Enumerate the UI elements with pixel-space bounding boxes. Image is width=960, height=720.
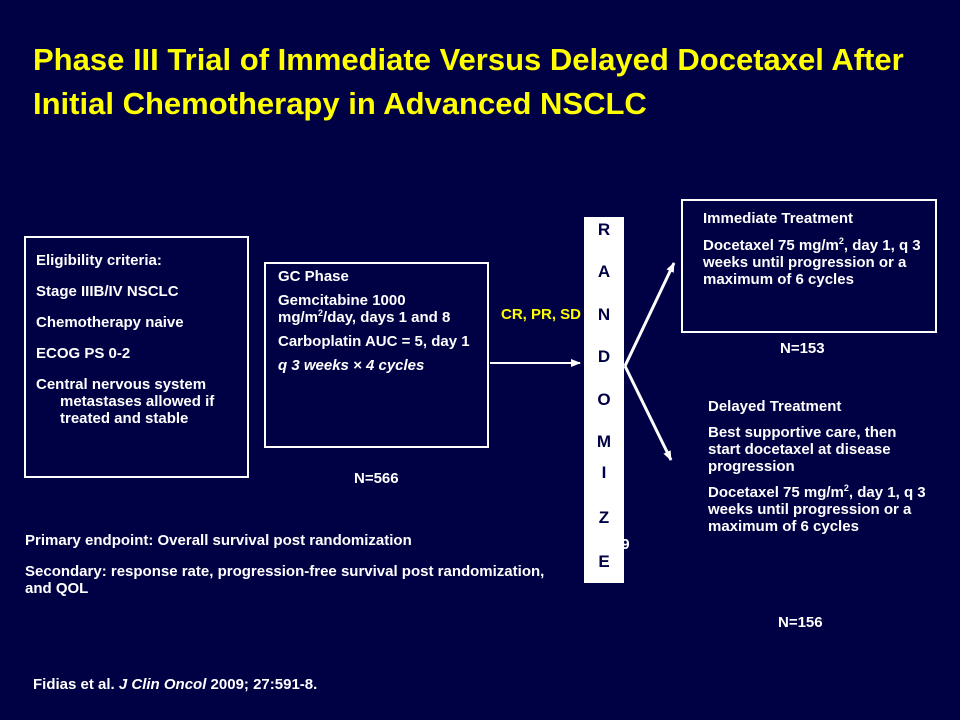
randomize-letter: D <box>597 347 611 366</box>
arrow-to-delayed <box>623 365 673 461</box>
citation: Fidias et al. J Clin Oncol 2009; 27:591-… <box>33 676 318 693</box>
eligibility-item: Central nervous system metastases allowe… <box>36 376 215 427</box>
randomize-letter: A <box>597 262 611 281</box>
gc-schedule: q 3 weeks × 4 cycles <box>278 357 425 374</box>
delayed-regimen: Docetaxel 75 mg/m2, day 1, q 3 weeks unt… <box>708 483 926 536</box>
delayed-bsc: Best supportive care, then start docetax… <box>708 424 897 475</box>
immediate-heading: Immediate Treatment <box>703 210 854 227</box>
response-label: CR, PR, SD <box>501 306 582 323</box>
gc-phase-heading: GC Phase <box>278 268 349 285</box>
immediate-regimen: Docetaxel 75 mg/m2, day 1, q 3 weeks unt… <box>703 236 921 289</box>
eligibility-box: Eligibility criteria: Stage IIIB/IV NSCL… <box>24 236 249 478</box>
randomize-letter: N <box>597 305 611 324</box>
primary-endpoint: Primary endpoint: Overall survival post … <box>25 532 412 549</box>
gc-phase-n: N=566 <box>354 470 399 487</box>
randomize-letter: E <box>598 552 610 571</box>
randomize-letter: Z <box>598 508 610 527</box>
eligibility-item: Stage IIIB/IV NSCLC <box>36 283 179 300</box>
randomized-n: N=309 <box>585 536 630 553</box>
randomize-letter: I <box>601 463 607 482</box>
slide-title: Phase III Trial of Immediate Versus Dela… <box>33 42 904 121</box>
immediate-n: N=153 <box>780 340 825 357</box>
randomize-bar: R A N D O M I Z E <box>584 217 624 583</box>
endpoints: Primary endpoint: Overall survival post … <box>25 532 565 597</box>
eligibility-item: Chemotherapy naive <box>36 314 184 331</box>
eligibility-item: ECOG PS 0-2 <box>36 345 131 362</box>
immediate-treatment-box: Immediate Treatment Docetaxel 75 mg/m2, … <box>681 199 937 333</box>
gemcitabine-dose: Gemcitabine 1000 mg/m2/day, days 1 and 8 <box>278 292 451 326</box>
arrow-to-immediate <box>623 262 676 367</box>
randomize-letter: M <box>596 432 612 451</box>
secondary-endpoints: Secondary: response rate, progression-fr… <box>25 563 545 597</box>
randomize-letter: R <box>597 220 611 239</box>
delayed-heading: Delayed Treatment <box>708 398 842 415</box>
delayed-treatment-box: Delayed Treatment Best supportive care, … <box>688 390 938 590</box>
randomize-letter: O <box>597 390 611 409</box>
gc-phase-box: GC Phase Gemcitabine 1000 mg/m2/day, day… <box>264 262 489 448</box>
delayed-n: N=156 <box>778 614 823 631</box>
carboplatin-dose: Carboplatin AUC = 5, day 1 <box>278 333 470 350</box>
eligibility-heading: Eligibility criteria: <box>36 252 162 269</box>
